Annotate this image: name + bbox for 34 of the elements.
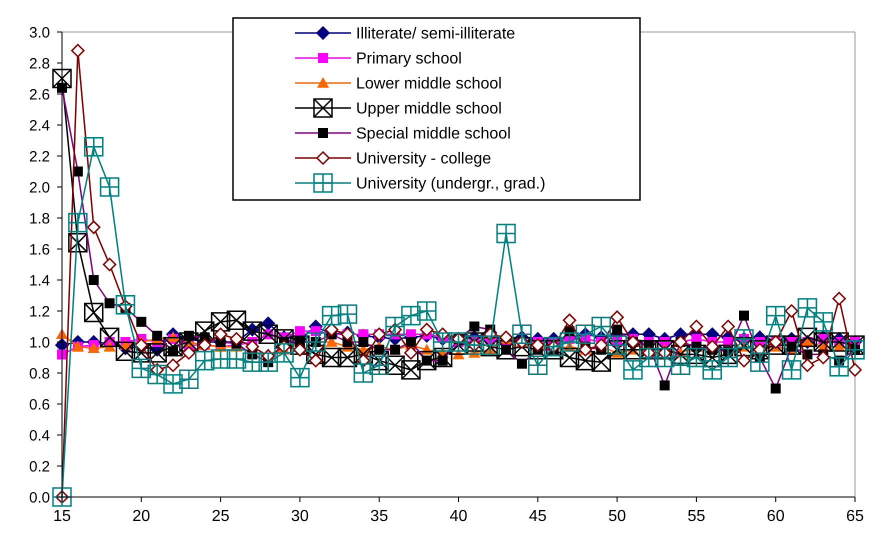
- y-tick-label: 3.0: [29, 24, 50, 42]
- legend-label: Illiterate/ semi-illiterate: [356, 26, 516, 43]
- x-tick-label: 40: [450, 508, 468, 525]
- x-tick-label: 25: [212, 508, 230, 525]
- y-tick-label: 2.6: [29, 86, 50, 104]
- y-tick-label: 0.2: [29, 458, 50, 476]
- legend-label: Special middle school: [356, 126, 511, 143]
- x-tick-label: 60: [766, 508, 785, 525]
- legend-label: University - college: [356, 150, 492, 168]
- y-tick-label: 0.6: [29, 396, 50, 414]
- x-tick-label: 30: [291, 508, 309, 525]
- y-tick-label: 1.4: [29, 272, 50, 290]
- x-tick-label: 20: [132, 508, 150, 525]
- y-tick-label: 2.0: [29, 179, 50, 196]
- y-tick-label: 1.6: [29, 241, 50, 258]
- legend-label: University (undergr., grad.): [356, 176, 546, 193]
- x-tick-label: 35: [370, 508, 388, 525]
- y-tick-label: 2.4: [29, 117, 50, 134]
- x-tick-label: 45: [528, 508, 547, 525]
- legend-label: Lower middle school: [356, 76, 502, 93]
- x-tick-label: 65: [846, 508, 864, 525]
- y-tick-label: 1.8: [29, 210, 50, 228]
- x-tick-label: 15: [53, 508, 71, 525]
- x-tick-label: 50: [608, 508, 626, 525]
- y-tick-label: 1.0: [29, 334, 50, 352]
- legend-label: Primary school: [356, 50, 462, 68]
- y-tick-label: 1.2: [29, 303, 50, 320]
- y-tick-label: 2.2: [29, 148, 50, 166]
- y-tick-label: 2.8: [29, 55, 50, 72]
- x-tick-label: 55: [688, 508, 706, 525]
- y-tick-label: 0.4: [29, 427, 50, 444]
- legend-label: Upper middle school: [356, 100, 502, 118]
- y-tick-label: 0.8: [29, 365, 50, 382]
- y-tick-label: 0.0: [29, 489, 50, 506]
